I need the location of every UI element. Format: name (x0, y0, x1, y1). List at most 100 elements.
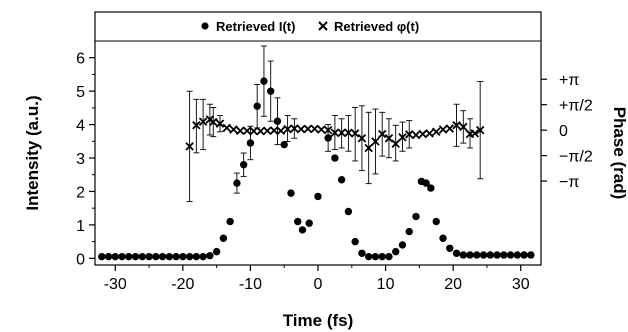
phase-point (310, 124, 319, 134)
legend-x-stroke (318, 21, 328, 31)
intensity-point (344, 207, 353, 216)
intensity-point (371, 252, 380, 261)
legend: Retrieved I(t) Retrieved φ(t) (201, 19, 419, 34)
phase-point (411, 130, 421, 140)
intensity-point (104, 252, 113, 261)
axis-ticks: -30 -20 -10 0 10 20 30 0 1 2 3 4 5 6 +π +π/2 0 −π/2 −π (76, 51, 593, 293)
phase-point-stroke (337, 128, 346, 137)
phase-point-stroke (364, 143, 373, 153)
phase-point-stroke (404, 130, 414, 139)
intensity-point (452, 249, 461, 257)
phase-point (445, 124, 455, 133)
phase-point (192, 121, 201, 130)
phase-point (452, 121, 461, 130)
x-tick-label: -20 (171, 276, 194, 293)
phase-point (357, 134, 367, 143)
intensity-point (385, 252, 393, 261)
phase-point (371, 137, 380, 146)
y-right-tick-label: +π (559, 72, 579, 89)
intensity-point (432, 217, 440, 226)
intensity-point (125, 252, 133, 261)
phase-point (303, 124, 313, 134)
intensity-point (392, 247, 400, 256)
intensity-point (266, 87, 275, 95)
intensity-point (446, 244, 454, 252)
x-axis-title: Time (fs) (283, 311, 354, 330)
phase-point-stroke (310, 124, 319, 134)
phase-point (198, 117, 208, 126)
intensity-point (473, 251, 481, 259)
phase-point-stroke (377, 129, 387, 139)
phase-point (438, 125, 448, 134)
phase-point (364, 143, 373, 153)
phase-point (256, 126, 265, 136)
phase-point-stroke (445, 124, 455, 133)
intensity-point (358, 249, 366, 257)
intensity-point (192, 252, 201, 261)
phase-point-stroke (242, 126, 252, 136)
phase-point (296, 124, 306, 134)
phase-point-stroke (303, 124, 313, 134)
phase-point-stroke (432, 127, 441, 137)
intensity-point (226, 217, 234, 226)
intensity-point (398, 241, 407, 249)
intensity-point (331, 154, 339, 162)
phase-point-stroke (296, 124, 306, 134)
y-right-tick-label: +π/2 (559, 98, 593, 115)
phase-point-stroke (425, 129, 434, 138)
phase-point (459, 122, 468, 132)
intensity-point (185, 252, 194, 261)
y-left-tick-label: 5 (76, 84, 85, 101)
intensity-point (246, 139, 255, 147)
intensity-point (98, 252, 106, 261)
intensity-point (172, 252, 180, 261)
intensity-point (280, 140, 288, 149)
phase-point-stroke (357, 134, 367, 143)
intensity-point (158, 252, 167, 261)
phase-point (290, 124, 299, 133)
intensity-point (212, 247, 221, 256)
intensity-point (527, 251, 535, 259)
phase-point (384, 134, 394, 143)
y-left-tick-label: 4 (76, 118, 85, 135)
intensity-point (513, 251, 522, 259)
intensity-point (427, 184, 435, 192)
phase-point-stroke (350, 129, 360, 138)
legend-intensity-label: Retrieved I(t) (216, 19, 295, 34)
intensity-point (486, 251, 495, 259)
phase-point (242, 126, 252, 136)
intensity-point (520, 251, 528, 259)
phase-point (391, 139, 400, 148)
phase-point (317, 125, 326, 134)
phase-point (249, 126, 259, 136)
intensity-point (378, 252, 386, 261)
intensity-point (111, 252, 119, 261)
intensity-point (422, 179, 430, 187)
y-left-tick-label: 0 (76, 251, 85, 268)
phase-point-stroke (192, 121, 201, 130)
phase-point-stroke (323, 125, 333, 135)
phase-point (236, 126, 245, 136)
x-tick-label: 20 (444, 276, 462, 293)
y-right-tick-label: −π (559, 174, 579, 191)
phase-point-stroke (391, 139, 400, 148)
phase-point-stroke (229, 125, 238, 134)
legend-circle-marker (201, 22, 209, 30)
intensity-point (287, 189, 295, 197)
y-left-tick-label: 1 (76, 218, 85, 235)
intensity-point (179, 252, 187, 261)
plot-border (94, 11, 542, 266)
y-axis-left-title: Intensity (a.u.) (23, 95, 42, 210)
intensity-point (337, 176, 346, 184)
intensity-point (273, 117, 282, 125)
phase-point (215, 119, 225, 128)
phase-point-stroke (418, 129, 427, 139)
phase-point (222, 123, 232, 133)
error-bars (186, 45, 484, 202)
intensity-point (206, 251, 214, 260)
intensity-point (118, 252, 126, 261)
y-left-tick-label: 3 (76, 151, 85, 168)
phase-point-stroke (269, 126, 279, 135)
intensity-point (405, 227, 413, 236)
phase-point (229, 125, 238, 134)
